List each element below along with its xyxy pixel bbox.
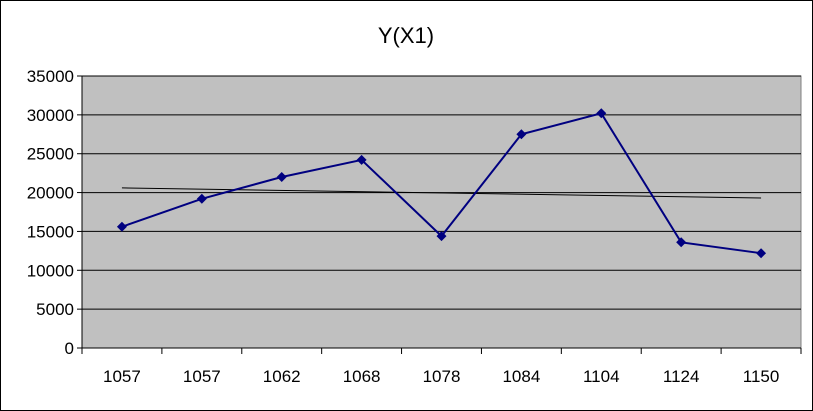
- y-tick-label: 20000: [27, 184, 74, 203]
- data-point-marker: [676, 237, 687, 248]
- data-point-marker: [356, 154, 367, 165]
- x-tick-label: 1057: [103, 367, 141, 386]
- trendline: [121, 187, 762, 199]
- x-tick-label: 1150: [743, 367, 780, 386]
- x-tick-label: 1124: [663, 367, 700, 386]
- chart-title: Y(X1): [378, 23, 434, 48]
- data-point-marker: [196, 193, 207, 204]
- data-point-marker: [436, 231, 447, 242]
- x-tick-label: 1068: [343, 367, 381, 386]
- y-tick-label: 5000: [36, 300, 74, 319]
- x-tick-label: 1062: [263, 367, 301, 386]
- data-point-marker: [756, 248, 767, 259]
- y-tick-label: 10000: [27, 261, 74, 280]
- data-point-marker: [596, 108, 607, 119]
- x-tick-label: 1078: [423, 367, 461, 386]
- y-tick-label: 25000: [27, 145, 74, 164]
- plot-area: [81, 75, 802, 349]
- x-tick-label: 1084: [502, 367, 540, 386]
- y-tick-label: 35000: [27, 67, 74, 86]
- y-tick-label: 30000: [27, 106, 74, 125]
- x-tick-label: 1057: [183, 367, 221, 386]
- x-tick-label: 1104: [583, 367, 620, 386]
- y-tick-label: 15000: [27, 222, 74, 241]
- data-point-marker: [516, 129, 527, 140]
- data-point-marker: [116, 221, 127, 232]
- y-tick-label: 0: [65, 339, 74, 358]
- data-point-marker: [276, 172, 287, 183]
